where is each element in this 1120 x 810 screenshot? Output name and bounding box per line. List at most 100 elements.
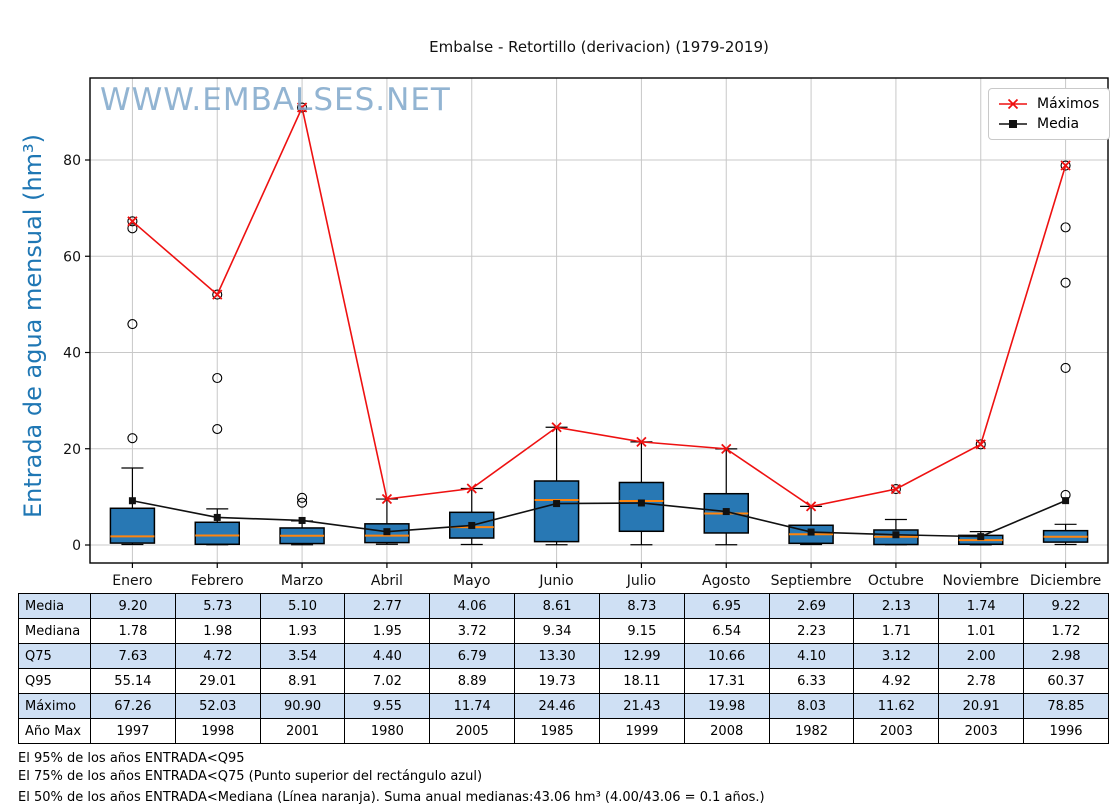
y-tick-label: 40 [63, 346, 81, 362]
maximos-line [131, 105, 1067, 508]
media-point [977, 533, 985, 541]
table-cell: 1985 [514, 718, 600, 744]
outlier-point [297, 497, 308, 508]
table-cell: 8.91 [259, 668, 346, 694]
media-line [132, 499, 1066, 538]
maximos-line-x-icon [999, 98, 1027, 110]
maximos-point [466, 483, 477, 494]
table-cell: 60.37 [1023, 668, 1109, 694]
table-cell: 6.95 [683, 593, 770, 619]
table-cell: 2003 [853, 718, 940, 744]
table-cell: 4.92 [853, 668, 940, 694]
table-cell: 7.02 [344, 668, 431, 694]
box [109, 507, 156, 544]
table-cell: 7.63 [90, 643, 176, 669]
footnotes: El 95% de los años ENTRADA<Q95 El 75% de… [18, 750, 765, 807]
boxplot-chart: 0 20 40 60 80 Enero Febrero Marzo Abril Mayo Junio… [63, 77, 1109, 589]
table-cell: 4.06 [429, 593, 516, 619]
table-cell: 1.78 [90, 618, 176, 644]
maximos-point [551, 422, 562, 433]
x-tick-label: Julio [626, 573, 656, 589]
outlier-point [212, 372, 223, 384]
legend: Máximos Media [988, 88, 1111, 140]
row-label: Q95 [18, 668, 91, 694]
table-cell: 19.98 [683, 693, 770, 719]
footnote-q95: El 95% de los años ENTRADA<Q95 [18, 751, 245, 766]
legend-label-media: Media [1037, 116, 1080, 132]
x-tick-label: Marzo [281, 573, 323, 589]
outlier-point [297, 492, 308, 503]
table-cell: 5.73 [174, 593, 261, 619]
outlier-point [1060, 160, 1071, 171]
outlier-point [127, 433, 138, 444]
table-cell: 1996 [1023, 718, 1109, 744]
table-cell: 1.01 [938, 618, 1025, 644]
table-cell: 10.66 [683, 643, 770, 669]
table-cell: 55.14 [90, 668, 176, 694]
maximos-point [975, 439, 986, 450]
table-row: Mediana 1.78 1.98 1.93 1.95 3.72 9.34 9.15 6.54 2… [18, 618, 1109, 644]
outlier-point [212, 289, 223, 300]
table-cell: 2.69 [768, 593, 855, 619]
table-cell: 1.74 [938, 593, 1025, 619]
table-cell: 3.12 [853, 643, 940, 669]
maximos-point [721, 443, 732, 454]
table-cell: 20.91 [938, 693, 1025, 719]
table-cell: 18.11 [598, 668, 685, 694]
media-line-square-icon [999, 120, 1027, 128]
x-tick-label: Enero [112, 573, 152, 589]
table-cell: 1997 [90, 718, 176, 744]
outlier-point [1060, 222, 1071, 233]
legend-item-media: Media [997, 114, 1099, 134]
table-cell: 2.13 [853, 593, 940, 619]
table-row: Máximo 67.26 52.03 90.90 9.55 11.74 24.46 21.43… [18, 693, 1109, 719]
media-point [1062, 497, 1070, 505]
table-cell: 6.79 [429, 643, 516, 669]
table-cell: 21.43 [598, 693, 685, 719]
table-row: Media 9.20 5.73 5.10 2.77 4.06 8.61 8.73 6.95 2.6… [18, 593, 1109, 619]
table-cell: 90.90 [259, 693, 346, 719]
table-cell: 1982 [768, 718, 855, 744]
x-tick-label: Febrero [191, 573, 244, 589]
table-cell: 2.78 [938, 668, 1025, 694]
table-cell: 1.72 [1023, 618, 1109, 644]
table-cell: 1.71 [853, 618, 940, 644]
outlier-point [297, 102, 308, 113]
table-cell: 9.20 [90, 593, 176, 619]
x-tick-label: Abril [371, 573, 403, 589]
table-cell: 1.95 [344, 618, 431, 644]
y-tick-label: 60 [63, 249, 81, 265]
media-point [298, 516, 306, 524]
table-cell: 2003 [938, 718, 1025, 744]
table-cell: 11.62 [853, 693, 940, 719]
table-cell: 2.98 [1023, 643, 1109, 669]
row-label: Media [18, 593, 91, 619]
table-cell: 9.55 [344, 693, 431, 719]
media-point [383, 528, 391, 536]
table-cell: 1.93 [259, 618, 346, 644]
outlier-point [975, 439, 986, 450]
box [533, 480, 580, 543]
table-cell: 1998 [174, 718, 261, 744]
row-label: Máximo [18, 693, 91, 719]
y-tick-label: 80 [63, 153, 81, 169]
media-point [637, 499, 645, 507]
table-cell: 3.72 [429, 618, 516, 644]
footnote-q75: El 75% de los años ENTRADA<Q75 (Punto su… [18, 769, 483, 784]
table-cell: 4.40 [344, 643, 431, 669]
x-tick-label: Agosto [702, 573, 750, 589]
table-cell: 8.61 [514, 593, 600, 619]
table-cell: 8.73 [598, 593, 685, 619]
table-row: Q95 55.14 29.01 8.91 7.02 8.89 19.73 18.11 17.31… [18, 668, 1109, 694]
table-cell: 8.03 [768, 693, 855, 719]
legend-label-maximos: Máximos [1037, 96, 1100, 112]
row-label: Año Max [18, 718, 91, 744]
table-cell: 3.54 [259, 643, 346, 669]
table-cell: 8.89 [429, 668, 516, 694]
outlier-point [1060, 362, 1071, 373]
media-point [468, 521, 476, 529]
media-point [722, 508, 730, 516]
y-tick-label: 20 [63, 442, 81, 458]
maximos-point [890, 483, 902, 495]
